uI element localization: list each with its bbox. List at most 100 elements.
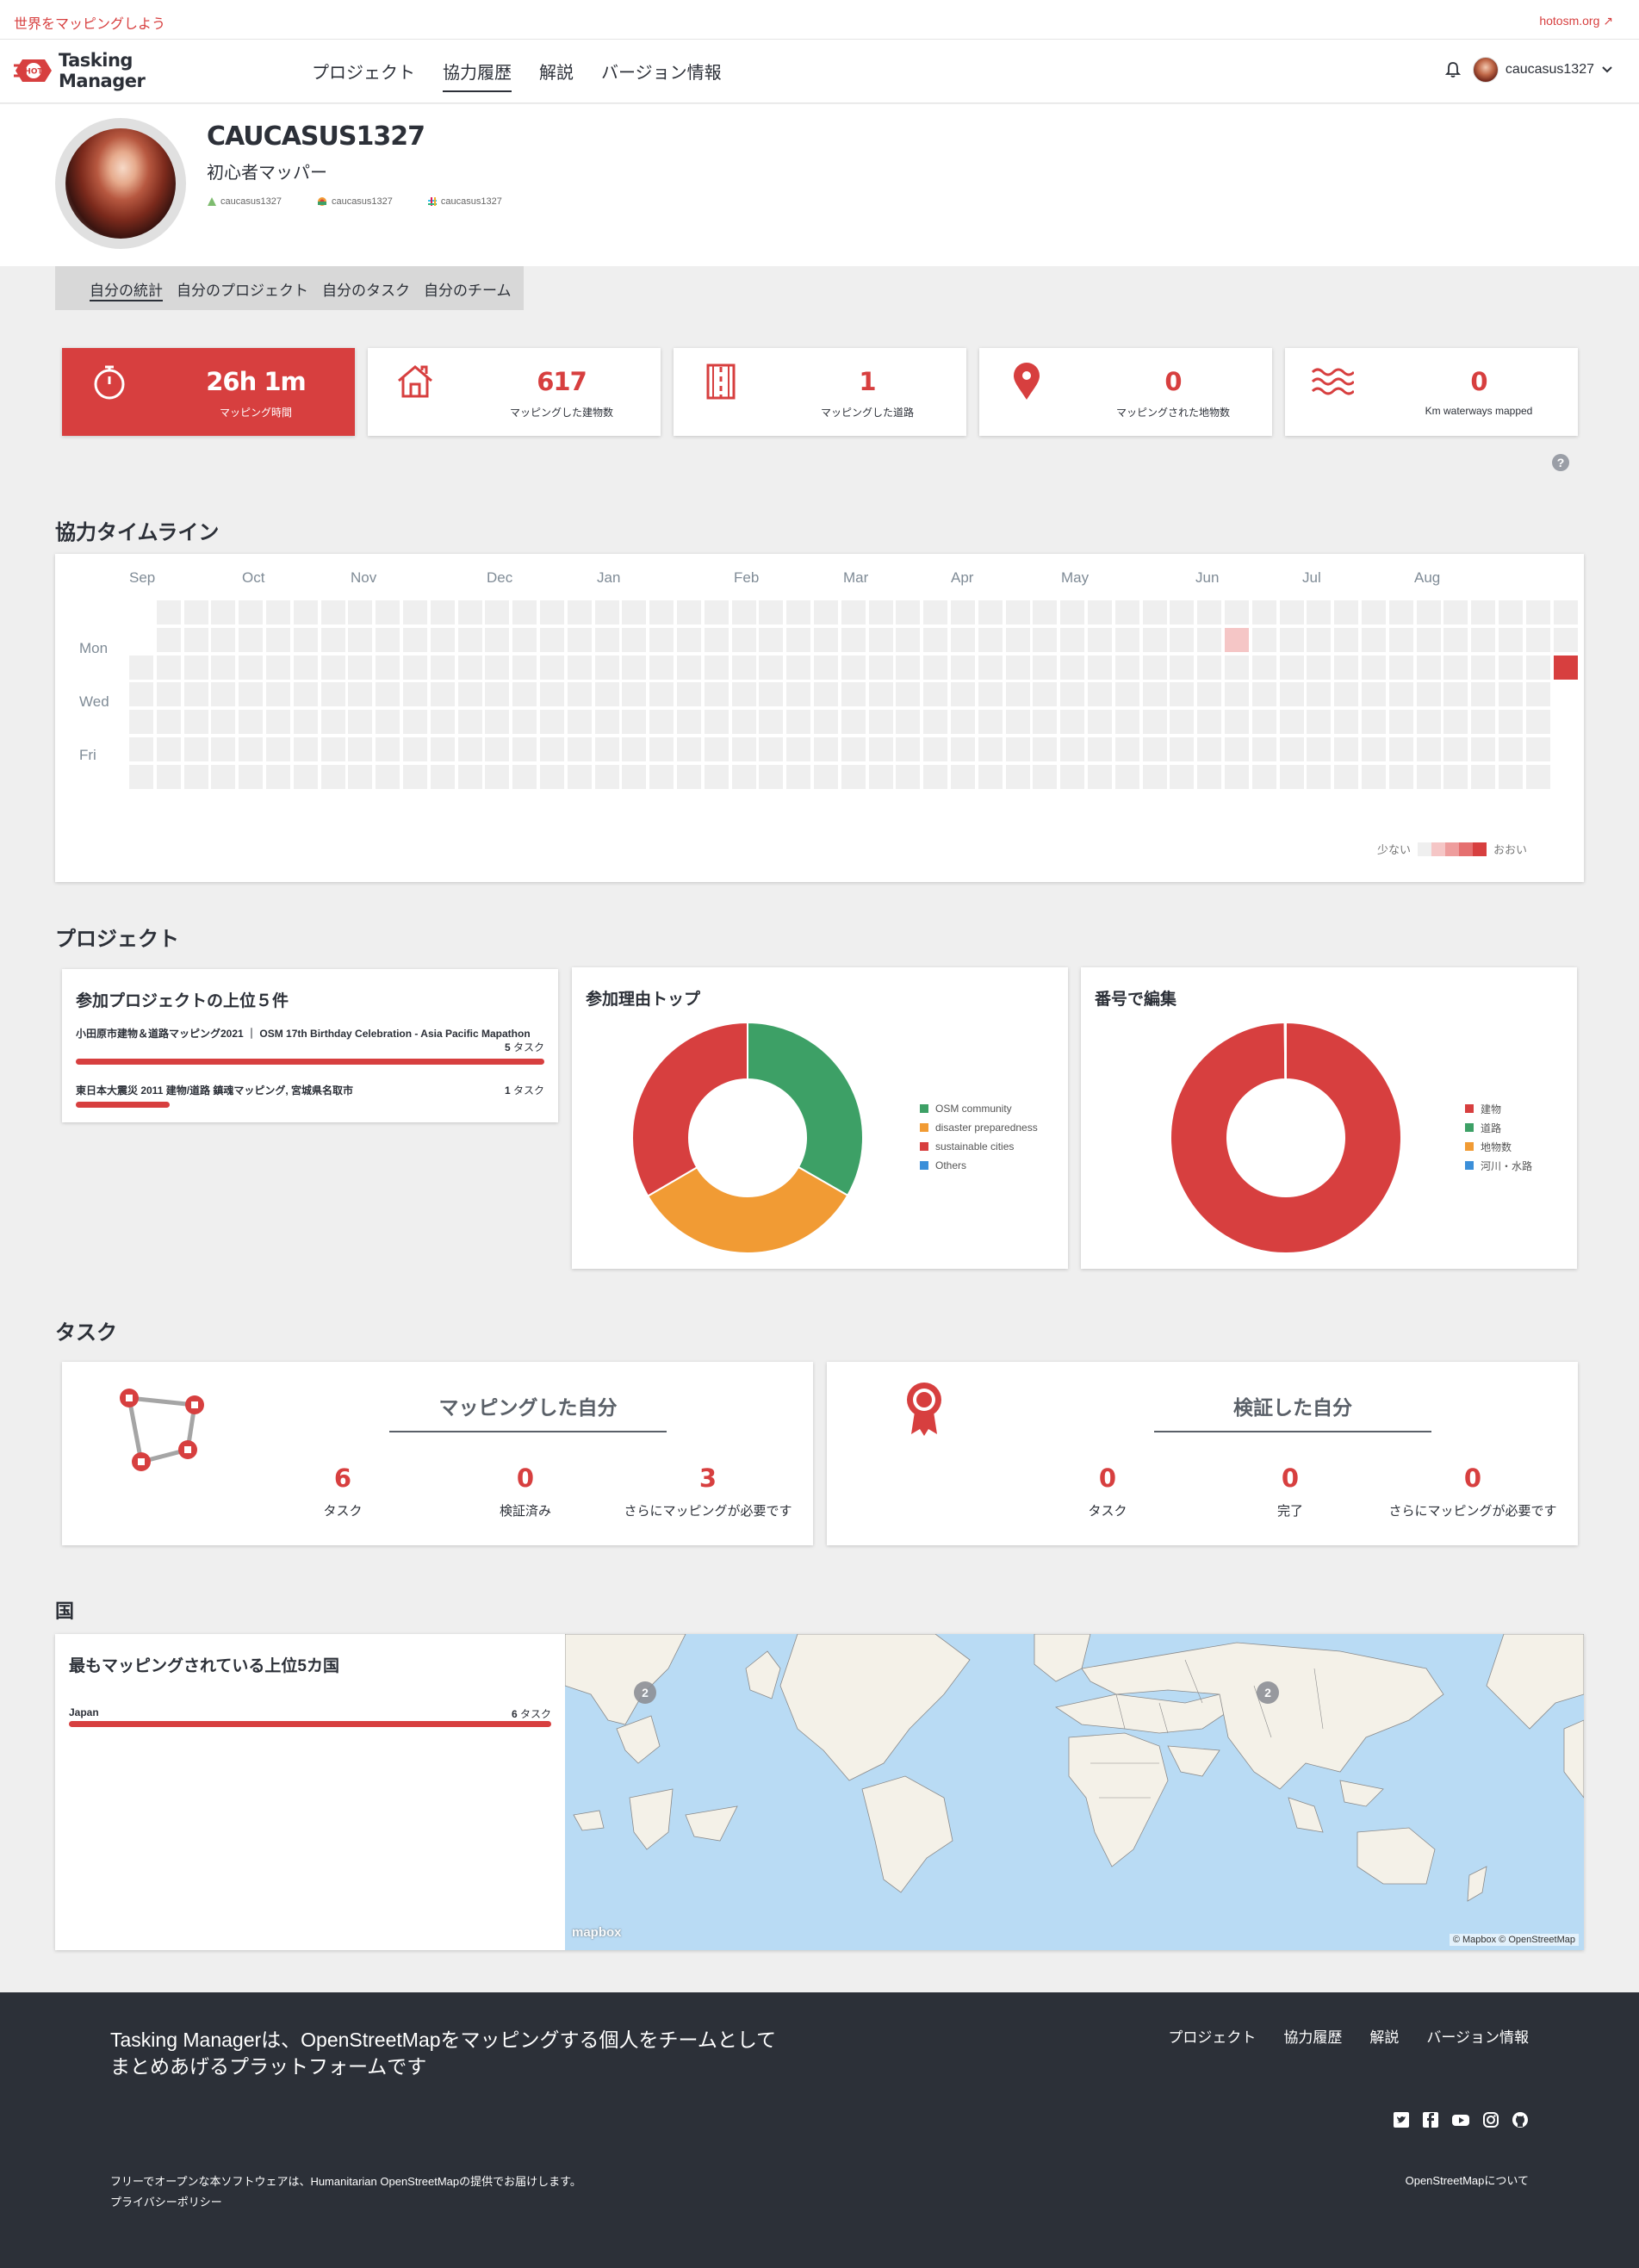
heatmap-cell[interactable] [1197, 627, 1222, 652]
heatmap-cell[interactable] [923, 710, 948, 735]
heatmap-cell[interactable] [1033, 764, 1058, 789]
heatmap-cell[interactable] [567, 710, 592, 735]
heatmap-cell[interactable] [485, 655, 510, 680]
heatmap-cell[interactable] [1388, 627, 1413, 652]
heatmap-cell[interactable] [814, 682, 838, 707]
heatmap-cell[interactable] [1362, 655, 1386, 680]
heatmap-cell[interactable] [1088, 627, 1112, 652]
heatmap-cell[interactable] [320, 682, 345, 707]
map-attribution[interactable]: © Mapbox © OpenStreetMap [1449, 1934, 1579, 1946]
heatmap-cell[interactable] [1033, 737, 1058, 761]
heatmap-cell[interactable] [1251, 764, 1276, 789]
heatmap-cell[interactable] [1033, 682, 1058, 707]
heatmap-cell[interactable] [731, 682, 756, 707]
heatmap-cell[interactable] [1443, 655, 1468, 680]
legend-item[interactable]: 建物 [1465, 1103, 1532, 1115]
heatmap-cell[interactable] [1060, 710, 1085, 735]
mapbox-logo[interactable]: mapbox [572, 1925, 622, 1940]
heatmap-cell[interactable] [1362, 627, 1386, 652]
heatmap-cell[interactable] [403, 682, 427, 707]
help-icon[interactable]: ? [1552, 454, 1569, 471]
heatmap-cell[interactable] [1525, 737, 1550, 761]
heatmap-cell[interactable] [1060, 600, 1085, 624]
heatmap-cell[interactable] [156, 764, 181, 789]
heatmap-cell[interactable] [786, 682, 811, 707]
heatmap-cell[interactable] [896, 600, 921, 624]
heatmap-cell[interactable] [1334, 764, 1359, 789]
heatmap-cell[interactable] [156, 710, 181, 735]
heatmap-cell[interactable] [1088, 682, 1112, 707]
heatmap-cell[interactable] [1197, 764, 1222, 789]
heatmap-cell[interactable] [540, 600, 564, 624]
heatmap-cell[interactable] [457, 737, 482, 761]
heatmap-cell[interactable] [457, 655, 482, 680]
heatmap-cell[interactable] [814, 627, 838, 652]
heatmap-cell[interactable] [183, 682, 208, 707]
heatmap-cell[interactable] [457, 600, 482, 624]
heatmap-cell[interactable] [1142, 764, 1167, 789]
heatmap-cell[interactable] [649, 764, 674, 789]
heatmap-cell[interactable] [868, 710, 893, 735]
heatmap-cell[interactable] [183, 764, 208, 789]
heatmap-cell[interactable] [1142, 682, 1167, 707]
heatmap-cell[interactable] [814, 764, 838, 789]
heatmap-cell[interactable] [266, 710, 290, 735]
heatmap-cell[interactable] [512, 710, 537, 735]
heatmap-cell[interactable] [1471, 655, 1496, 680]
legend-item[interactable]: Others [920, 1159, 1038, 1171]
tab-my-teams[interactable]: 自分のチーム [424, 283, 512, 299]
heatmap-cell[interactable] [156, 737, 181, 761]
heatmap-cell[interactable] [1388, 655, 1413, 680]
heatmap-cell[interactable] [978, 655, 1003, 680]
legend-item[interactable]: 道路 [1465, 1122, 1532, 1134]
heatmap-cell[interactable] [1362, 600, 1386, 624]
heatmap-cell[interactable] [266, 737, 290, 761]
heatmap-cell[interactable] [594, 600, 619, 624]
heatmap-cell[interactable] [923, 682, 948, 707]
heatmap-cell[interactable] [567, 600, 592, 624]
heatmap-cell[interactable] [677, 710, 701, 735]
heatmap-cell[interactable] [814, 600, 838, 624]
heatmap-cell[interactable] [1114, 600, 1139, 624]
heatmap-cell[interactable] [239, 710, 264, 735]
heatmap-cell[interactable] [1279, 655, 1304, 680]
heatmap-cell[interactable] [759, 627, 784, 652]
heatmap-cell[interactable] [266, 627, 290, 652]
donut-slice[interactable] [747, 1021, 864, 1197]
heatmap-cell[interactable] [1005, 764, 1030, 789]
heatmap-cell[interactable] [1251, 737, 1276, 761]
heatmap-cell[interactable] [594, 655, 619, 680]
heatmap-cell[interactable] [1471, 627, 1496, 652]
heatmap-cell[interactable] [239, 600, 264, 624]
heatmap-cell[interactable] [239, 682, 264, 707]
heatmap-cell[interactable] [704, 682, 729, 707]
heatmap-cell[interactable] [923, 600, 948, 624]
heatmap-cell[interactable] [1388, 682, 1413, 707]
heatmap-cell[interactable] [1279, 682, 1304, 707]
heatmap-cell[interactable] [1416, 710, 1441, 735]
footer-link-projects[interactable]: プロジェクト [1168, 2029, 1257, 2046]
heatmap-cell[interactable] [786, 710, 811, 735]
heatmap-cell[interactable] [348, 655, 373, 680]
heatmap-cell[interactable] [1005, 737, 1030, 761]
heatmap-cell[interactable] [1443, 600, 1468, 624]
heatmap-cell[interactable] [1443, 710, 1468, 735]
heatmap-cell[interactable] [978, 710, 1003, 735]
heatmap-cell[interactable] [430, 764, 455, 789]
heatmap-cell[interactable] [1005, 627, 1030, 652]
heatmap-cell[interactable] [594, 764, 619, 789]
heatmap-cell[interactable] [403, 627, 427, 652]
heatmap-cell[interactable] [239, 655, 264, 680]
heatmap-cell[interactable] [1033, 627, 1058, 652]
heatmap-cell[interactable] [1525, 627, 1550, 652]
facebook-icon[interactable] [1422, 2111, 1439, 2128]
heatmap-cell[interactable] [211, 655, 236, 680]
heatmap-cell[interactable] [1499, 682, 1523, 707]
heatmap-cell[interactable] [540, 655, 564, 680]
heatmap-cell[interactable] [868, 655, 893, 680]
heatmap-cell[interactable] [457, 682, 482, 707]
heatmap-cell[interactable] [594, 710, 619, 735]
heatmap-cell[interactable] [1197, 655, 1222, 680]
heatmap-cell[interactable] [923, 764, 948, 789]
heatmap-cell[interactable] [430, 600, 455, 624]
